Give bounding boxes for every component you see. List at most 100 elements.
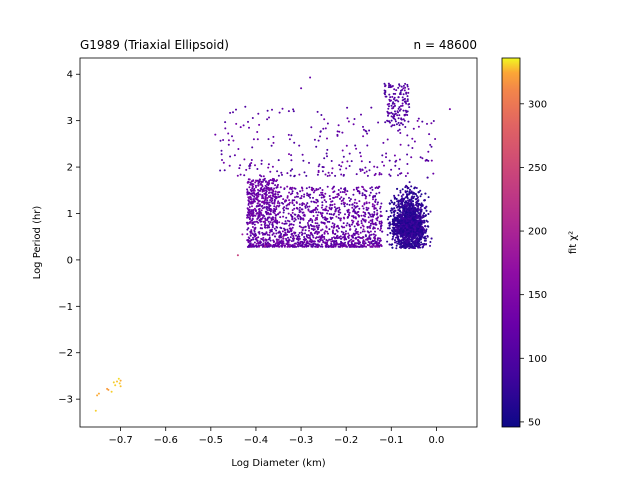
- scatter-point: [330, 160, 333, 162]
- scatter-point: [409, 244, 412, 247]
- scatter-point: [399, 191, 402, 194]
- scatter-point: [324, 242, 327, 245]
- scatter-point: [255, 236, 258, 239]
- scatter-point: [348, 203, 351, 206]
- scatter-point: [246, 191, 249, 194]
- scatter-point: [323, 231, 326, 234]
- y-tick-label: 1: [67, 209, 73, 220]
- scatter-point: [247, 120, 249, 123]
- scatter-point: [407, 187, 410, 189]
- scatter-point: [343, 236, 345, 238]
- scatter-point: [406, 83, 409, 86]
- scatter-point: [248, 167, 251, 170]
- scatter-point: [341, 226, 344, 229]
- scatter-point: [267, 138, 270, 141]
- scatter-point: [403, 218, 406, 221]
- scatter-point: [298, 225, 301, 228]
- scatter-point: [377, 201, 379, 204]
- scatter-point: [400, 228, 403, 231]
- scatter-point: [271, 108, 273, 111]
- scatter-point: [272, 141, 275, 144]
- scatter-point: [387, 216, 390, 218]
- scatter-point: [378, 220, 381, 223]
- scatter-point: [378, 185, 381, 188]
- scatter-point: [278, 191, 281, 194]
- scatter-point: [404, 196, 407, 199]
- scatter-point: [281, 222, 284, 225]
- scatter-point: [354, 229, 357, 232]
- scatter-point: [291, 168, 294, 171]
- scatter-point: [407, 120, 410, 123]
- scatter-point: [398, 83, 401, 86]
- scatter-point: [320, 229, 322, 232]
- scatter-point: [269, 194, 272, 197]
- scatter-point: [284, 228, 286, 231]
- scatter-point: [264, 219, 267, 221]
- scatter-point: [342, 242, 345, 245]
- scatter-point: [292, 110, 295, 113]
- scatter-point: [394, 118, 397, 121]
- scatter-point: [410, 242, 413, 245]
- scatter-point: [393, 231, 396, 234]
- scatter-point: [360, 237, 362, 239]
- scatter-point: [325, 239, 328, 241]
- scatter-point: [376, 203, 379, 206]
- scatter-point: [424, 159, 427, 162]
- scatter-point: [276, 191, 279, 194]
- scatter-point: [390, 85, 393, 88]
- scatter-point: [253, 214, 256, 217]
- scatter-point: [365, 190, 368, 193]
- scatter-point: [289, 169, 292, 172]
- scatter-point: [119, 379, 122, 382]
- scatter-point: [238, 167, 241, 170]
- scatter-point: [254, 209, 257, 212]
- scatter-point: [316, 233, 319, 235]
- scatter-point: [395, 233, 398, 236]
- x-tick-label: −0.6: [154, 435, 178, 446]
- scatter-point: [420, 193, 423, 196]
- scatter-point: [294, 187, 297, 190]
- scatter-point: [347, 215, 350, 218]
- scatter-point: [390, 104, 393, 107]
- scatter-point: [406, 100, 409, 102]
- scatter-point: [266, 209, 269, 212]
- scatter-point: [269, 199, 272, 202]
- scatter-point: [432, 172, 435, 175]
- scatter-point: [289, 187, 291, 190]
- scatter-point: [252, 238, 255, 241]
- scatter-point: [371, 213, 374, 216]
- scatter-point: [319, 135, 321, 138]
- scatter-point: [403, 208, 406, 211]
- scatter-point: [331, 240, 334, 243]
- scatter-point: [317, 231, 320, 234]
- scatter-point: [399, 225, 402, 228]
- scatter-point: [408, 209, 411, 212]
- scatter-point: [304, 206, 307, 209]
- scatter-point: [415, 226, 418, 229]
- scatter-point: [308, 229, 310, 232]
- scatter-point: [296, 207, 299, 210]
- scatter-point: [259, 211, 262, 214]
- scatter-point: [287, 230, 290, 233]
- scatter-point: [392, 235, 395, 238]
- scatter-point: [328, 238, 331, 241]
- scatter-point: [350, 238, 353, 241]
- scatter-point: [366, 226, 369, 229]
- scatter-point: [412, 235, 414, 238]
- scatter-point: [248, 206, 251, 208]
- scatter-point: [403, 113, 406, 116]
- scatter-point: [401, 123, 404, 126]
- scatter-point: [357, 223, 360, 226]
- scatter-point: [400, 85, 403, 88]
- scatter-point: [389, 174, 392, 177]
- scatter-point: [282, 211, 285, 214]
- scatter-point: [415, 225, 418, 228]
- scatter-point: [306, 202, 309, 205]
- scatter-point: [272, 244, 275, 247]
- scatter-point: [321, 228, 324, 231]
- scatter-point: [314, 237, 317, 240]
- scatter-point: [401, 235, 404, 238]
- scatter-point: [274, 214, 277, 217]
- scatter-point: [359, 226, 362, 229]
- scatter-point: [340, 187, 342, 190]
